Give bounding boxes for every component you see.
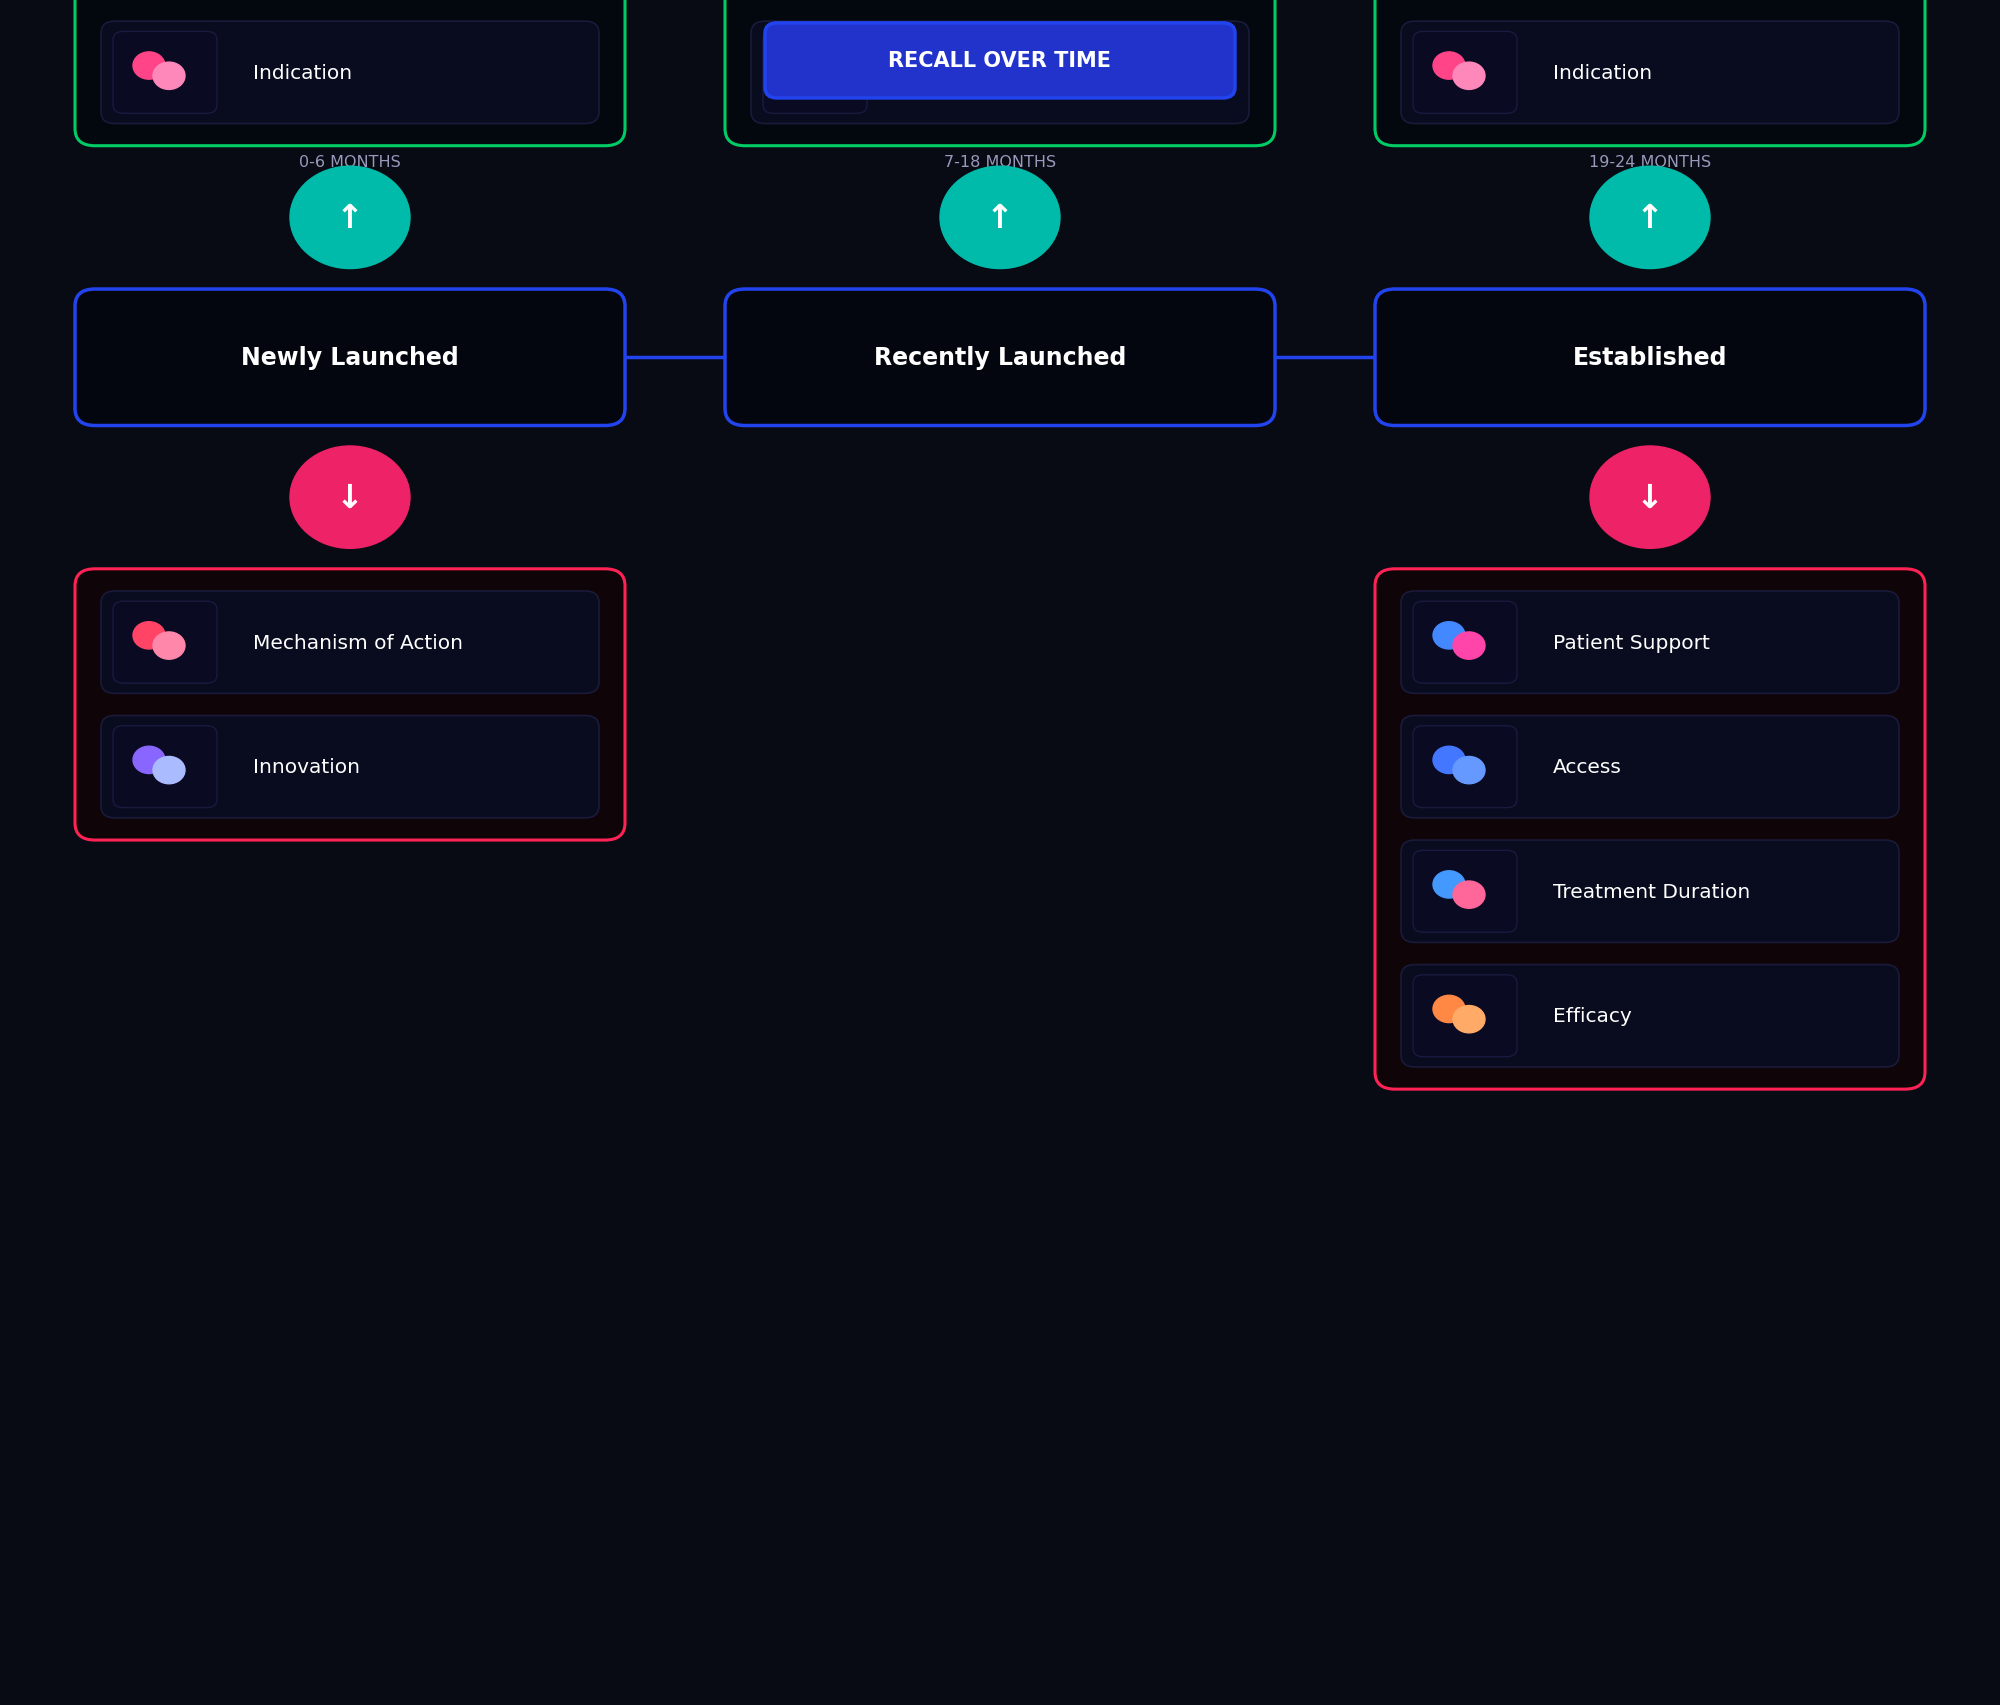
Text: ↑: ↑ [1636,201,1664,235]
FancyBboxPatch shape [1412,602,1518,684]
Circle shape [1590,167,1710,269]
FancyBboxPatch shape [1412,975,1518,1057]
FancyBboxPatch shape [724,0,1276,147]
Text: 7-18 MONTHS: 7-18 MONTHS [944,155,1056,169]
Circle shape [940,167,1060,269]
Text: RECALL OVER TIME: RECALL OVER TIME [888,51,1112,72]
Circle shape [1452,63,1484,90]
FancyBboxPatch shape [1400,841,1900,943]
FancyBboxPatch shape [112,32,216,114]
FancyBboxPatch shape [724,290,1276,426]
FancyBboxPatch shape [1412,726,1518,808]
Text: Innovation: Innovation [252,757,360,777]
FancyBboxPatch shape [74,569,624,841]
Circle shape [1432,747,1464,774]
Circle shape [152,63,184,90]
Circle shape [784,53,816,80]
Text: 19-24 MONTHS: 19-24 MONTHS [1588,155,1712,169]
Text: Indication: Indication [1554,63,1652,84]
Text: ↑: ↑ [336,201,364,235]
Text: Indication: Indication [252,63,352,84]
FancyBboxPatch shape [112,726,216,808]
Circle shape [1452,757,1484,784]
Circle shape [1432,53,1464,80]
Text: 0-6 MONTHS: 0-6 MONTHS [300,155,400,169]
Circle shape [1432,622,1464,650]
FancyBboxPatch shape [100,592,600,694]
FancyBboxPatch shape [1412,851,1518,933]
Text: Recently Launched: Recently Launched [874,346,1126,370]
FancyBboxPatch shape [764,24,1234,99]
Circle shape [290,447,410,549]
FancyBboxPatch shape [764,32,868,114]
Text: Efficacy: Efficacy [1554,1006,1632,1026]
Circle shape [1452,881,1484,909]
FancyBboxPatch shape [112,602,216,684]
Circle shape [1432,996,1464,1023]
Text: ↓: ↓ [1636,481,1664,515]
Text: Newly Launched: Newly Launched [242,346,458,370]
FancyBboxPatch shape [74,290,624,426]
Circle shape [132,622,164,650]
Text: Treatment Duration: Treatment Duration [1554,881,1750,902]
Circle shape [132,53,164,80]
Circle shape [290,167,410,269]
FancyBboxPatch shape [1400,592,1900,694]
FancyBboxPatch shape [74,0,624,147]
Text: Mechanism of Action: Mechanism of Action [252,633,462,653]
Text: Access: Access [1554,757,1622,777]
Circle shape [152,633,184,660]
FancyBboxPatch shape [1400,965,1900,1067]
FancyBboxPatch shape [1400,22,1900,124]
FancyBboxPatch shape [1376,0,1924,147]
FancyBboxPatch shape [752,22,1248,124]
FancyBboxPatch shape [1412,32,1518,114]
Circle shape [132,747,164,774]
FancyBboxPatch shape [100,22,600,124]
Circle shape [1590,447,1710,549]
Circle shape [152,757,184,784]
Text: ↑: ↑ [986,201,1014,235]
Text: ↓: ↓ [336,481,364,515]
Circle shape [804,63,836,90]
FancyBboxPatch shape [1400,716,1900,818]
FancyBboxPatch shape [100,716,600,818]
Circle shape [1452,1006,1484,1033]
Circle shape [1432,871,1464,899]
Text: Indication: Indication [904,63,1002,84]
Circle shape [1452,633,1484,660]
Text: Patient Support: Patient Support [1554,633,1710,653]
Text: Established: Established [1572,346,1728,370]
FancyBboxPatch shape [1376,290,1924,426]
FancyBboxPatch shape [1376,569,1924,1089]
